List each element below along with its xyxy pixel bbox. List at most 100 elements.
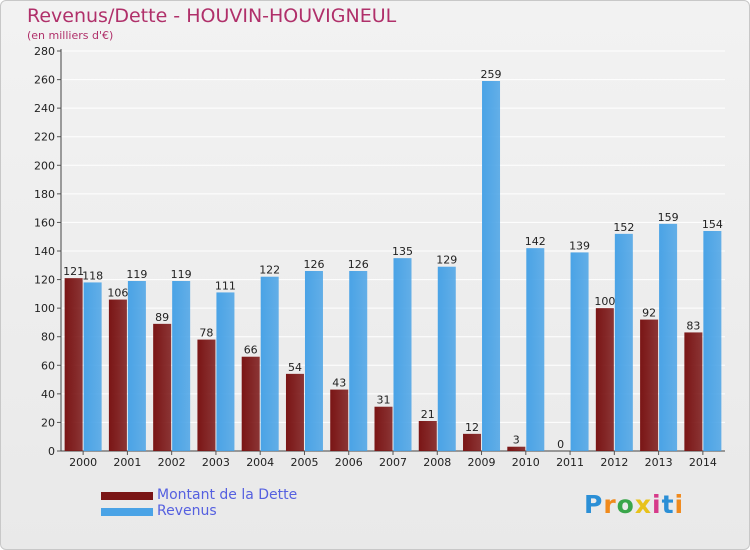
x-tick-label: 2014 [689,456,717,469]
value-label-dette-2010: 3 [513,434,520,447]
value-label-revenus-2006: 126 [348,258,369,271]
y-tick-label: 40 [41,388,55,401]
logo-letter: t [661,490,675,519]
value-label-revenus-2013: 159 [658,211,679,224]
bar-revenus-2003 [216,292,235,451]
value-label-dette-2011: 0 [557,438,564,451]
y-tick-label: 160 [34,216,55,229]
bar-revenus-2010 [526,248,545,451]
x-tick-label: 2005 [290,456,318,469]
y-tick-label: 220 [34,131,55,144]
proxiti-logo: Proxiti [584,490,684,519]
y-tick-label: 260 [34,74,55,87]
bar-dette-2013 [640,319,659,451]
bar-revenus-2009 [482,81,501,451]
value-label-revenus-2008: 129 [436,254,457,267]
value-label-revenus-2005: 126 [303,258,324,271]
bar-revenus-2006 [349,271,368,451]
chart-title: Revenus/Dette - HOUVIN-HOUVIGNEUL [27,5,397,27]
logo-letter: o [616,490,635,519]
legend-swatch-revenus [101,508,153,516]
bar-dette-2006 [330,389,349,451]
value-label-revenus-2012: 152 [613,221,634,234]
bar-dette-2012 [595,308,614,451]
y-tick-label: 200 [34,159,55,172]
bar-dette-2007 [374,406,393,451]
bar-revenus-2007 [393,258,412,451]
y-tick-label: 80 [41,331,55,344]
value-label-dette-2014: 83 [686,319,700,332]
chart-subtitle: (en milliers d'€) [27,29,114,42]
legend-label-dette: Montant de la Dette [157,487,298,503]
x-tick-label: 2012 [600,456,628,469]
value-label-revenus-2002: 119 [171,268,192,281]
value-label-dette-2004: 66 [244,344,258,357]
x-tick-label: 2013 [645,456,673,469]
bar-revenus-2013 [659,223,678,451]
value-label-revenus-2010: 142 [525,235,546,248]
bar-revenus-2014 [703,231,722,451]
value-label-dette-2013: 92 [642,307,656,320]
bar-dette-2000 [64,278,83,451]
y-tick-label: 20 [41,416,55,429]
value-label-revenus-2014: 154 [702,218,723,231]
logo-letter: r [603,490,617,519]
y-tick-label: 280 [34,45,55,58]
value-label-dette-2000: 121 [63,265,84,278]
value-label-dette-2007: 31 [377,394,391,407]
bar-revenus-2004 [260,276,279,451]
bar-dette-2005 [285,373,304,451]
logo-letter: i [652,490,662,519]
bar-revenus-2011 [570,252,589,451]
logo-letter: i [674,490,685,519]
y-tick-label: 180 [34,188,55,201]
x-tick-label: 2010 [512,456,540,469]
bar-revenus-2005 [304,271,323,451]
x-tick-label: 2007 [379,456,407,469]
x-tick-label: 2006 [335,456,363,469]
x-tick-label: 2011 [556,456,584,469]
bar-revenus-2000 [83,282,102,451]
legend-label-revenus: Revenus [157,503,217,519]
bar-dette-2004 [241,356,260,451]
legend-swatch-dette [101,492,153,500]
value-label-dette-2009: 12 [465,421,479,434]
value-label-dette-2005: 54 [288,361,302,374]
value-label-dette-2003: 78 [199,327,213,340]
value-label-dette-2006: 43 [332,377,346,390]
bar-dette-2002 [153,323,172,451]
x-tick-label: 2002 [158,456,186,469]
bar-dette-2009 [463,433,482,451]
value-label-revenus-2004: 122 [259,264,280,277]
x-tick-label: 2001 [113,456,141,469]
value-label-revenus-2003: 111 [215,279,236,292]
y-tick-label: 0 [48,445,55,458]
bar-chart: 0204060801001201401601802002202402602802… [34,45,725,469]
bar-dette-2014 [684,332,703,451]
x-tick-label: 2008 [423,456,451,469]
x-tick-label: 2003 [202,456,230,469]
y-tick-label: 60 [41,359,55,372]
x-tick-label: 2004 [246,456,274,469]
bar-revenus-2001 [127,281,146,451]
y-tick-label: 120 [34,274,55,287]
bar-dette-2010 [507,446,526,451]
bar-revenus-2002 [172,281,191,451]
x-tick-label: 2000 [69,456,97,469]
value-label-revenus-2001: 119 [126,268,147,281]
logo-letter: x [634,490,652,519]
bar-revenus-2012 [614,233,633,451]
value-label-revenus-2007: 135 [392,245,413,258]
bar-revenus-2008 [437,266,456,451]
bar-dette-2003 [197,339,216,451]
value-label-dette-2002: 89 [155,311,169,324]
bar-dette-2008 [418,421,437,451]
value-label-revenus-2009: 259 [481,68,502,81]
value-label-revenus-2011: 139 [569,239,590,252]
y-tick-label: 240 [34,102,55,115]
y-tick-label: 140 [34,245,55,258]
x-tick-label: 2009 [468,456,496,469]
value-label-revenus-2000: 118 [82,269,103,282]
logo-letter: P [584,490,604,519]
